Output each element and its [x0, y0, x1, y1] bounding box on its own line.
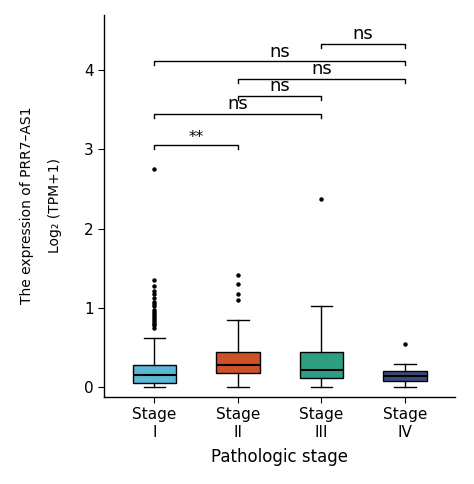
Text: ns: ns [311, 60, 332, 78]
Text: ns: ns [353, 25, 374, 43]
Text: **: ** [189, 130, 204, 145]
PathPatch shape [216, 352, 260, 373]
Text: ns: ns [269, 77, 290, 95]
Text: ns: ns [228, 95, 248, 113]
X-axis label: Pathologic stage: Pathologic stage [211, 448, 348, 466]
Text: The expression of PRR7–AS1: The expression of PRR7–AS1 [20, 107, 34, 304]
PathPatch shape [133, 365, 176, 383]
Text: Log₂ (TPM+1): Log₂ (TPM+1) [48, 158, 62, 253]
Text: ns: ns [269, 43, 290, 60]
PathPatch shape [383, 372, 427, 381]
PathPatch shape [300, 352, 343, 378]
